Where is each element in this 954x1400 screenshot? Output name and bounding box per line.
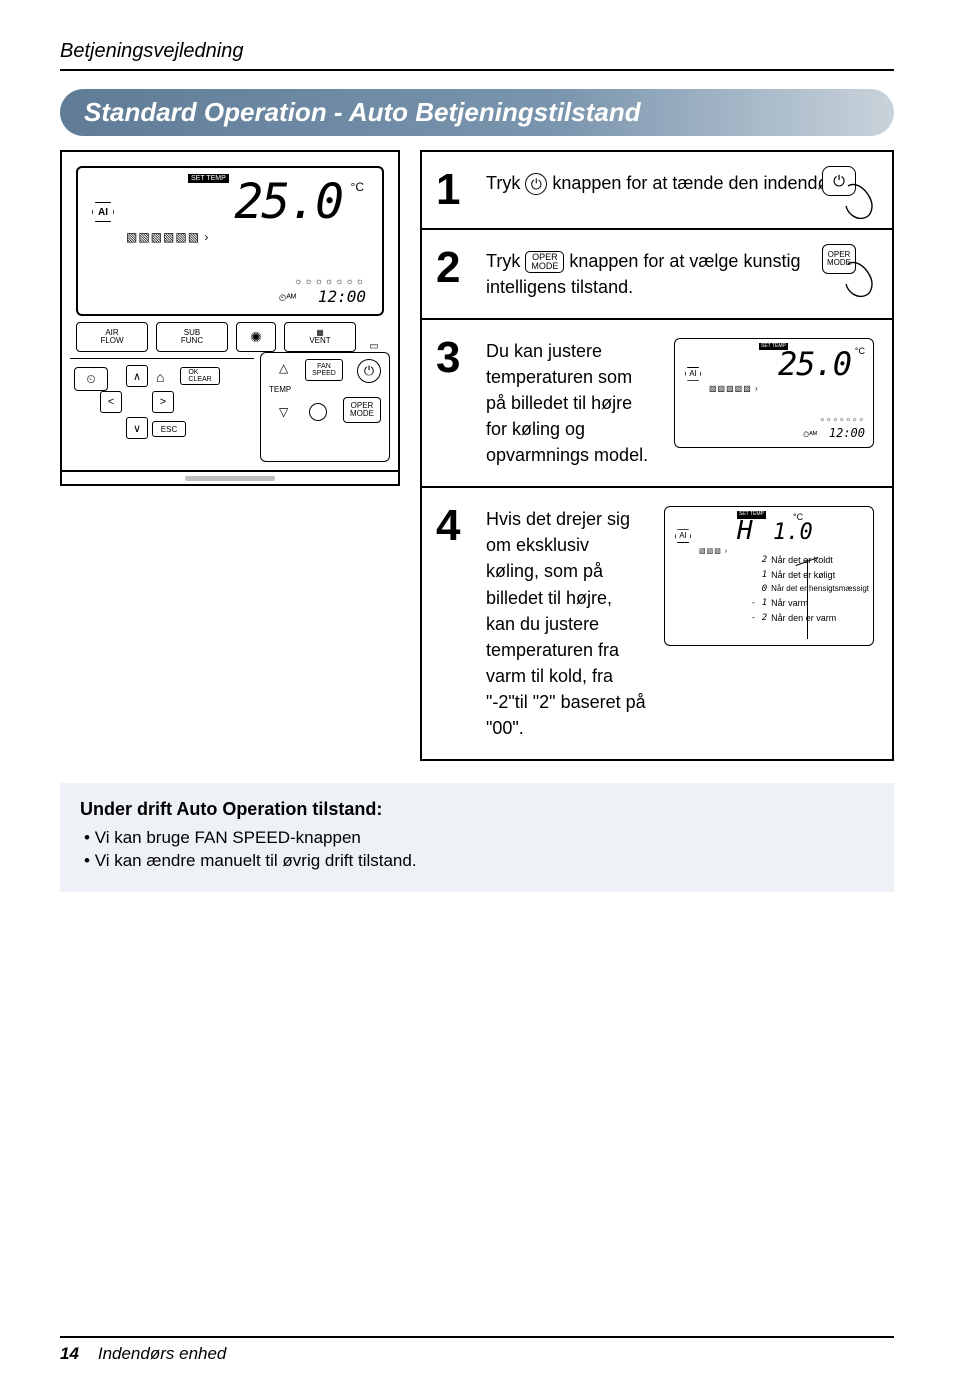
legend-sym: 1 bbox=[747, 568, 767, 582]
lcd-clocksym: ⏲ᴬᴹ bbox=[279, 293, 296, 304]
remote-lcd: SET TEMP AI 25.0 °C ▧▧▧▧▧▧ › ☼☼☼☼☼☼☼ ⏲ᴬᴹ… bbox=[76, 166, 384, 316]
left-button[interactable]: < bbox=[100, 391, 122, 413]
lcd-degc: °C bbox=[855, 345, 865, 358]
lcd-bars: ▧▧▧▧▧▧ › bbox=[126, 230, 209, 244]
power-button[interactable]: ⏻ bbox=[357, 359, 381, 383]
nav-area: ⏲ ∧ ⌂ OK CLEAR < > ∨ ESC bbox=[70, 358, 254, 454]
step-text: Tryk ⏻ knappen for at tænde den indendør… bbox=[486, 170, 874, 196]
ai-icon: AI bbox=[675, 529, 691, 543]
legend-text: Når det er køligt bbox=[771, 568, 835, 582]
footer-text: Indendørs enhed bbox=[98, 1344, 227, 1363]
step-4: 4 Hvis det drejer sig om eksklusiv kølin… bbox=[422, 488, 892, 759]
popout-panel: △ FAN SPEED ⏻ TEMP ▽ OPER MODE bbox=[260, 352, 390, 462]
lcd-clocksym: ⏲ᴬᴹ bbox=[803, 429, 817, 441]
step-number: 1 bbox=[436, 170, 472, 210]
lcd-temp: 25.0 bbox=[778, 341, 851, 387]
header-rule bbox=[60, 69, 894, 71]
step-2: 2 Tryk OPER MODE knappen for at vælge ku… bbox=[422, 230, 892, 320]
opermode-button[interactable]: OPER MODE bbox=[343, 397, 381, 423]
lcd-bars: ▧▧▧▧▧ › bbox=[709, 383, 759, 395]
temp-up-icon[interactable]: △ bbox=[279, 361, 288, 375]
step-1: 1 Tryk ⏻ knappen for at tænde den indend… bbox=[422, 152, 892, 230]
step-text: Du kan justere temperaturen som på bille… bbox=[486, 338, 656, 468]
subfunc-button[interactable]: SUB FUNC bbox=[156, 322, 228, 352]
ai-icon: AI bbox=[685, 367, 701, 381]
vent-button[interactable]: ▦ VENT bbox=[284, 322, 356, 352]
step-number: 4 bbox=[436, 506, 472, 546]
lcd-degc: °C bbox=[793, 511, 803, 524]
ok-clear-button[interactable]: OK CLEAR bbox=[180, 367, 220, 385]
lcd-clock: 12:00 bbox=[829, 425, 865, 442]
ai-icon: AI bbox=[92, 202, 114, 222]
page-header: Betjeningsvejledning bbox=[60, 40, 894, 63]
legend-text: Når varm bbox=[771, 596, 808, 610]
note-title: Under drift Auto Operation tilstand: bbox=[80, 799, 874, 820]
lcd-ticks: ☼☼☼☼☼☼☼ bbox=[294, 276, 366, 286]
temp-label: TEMP bbox=[269, 385, 291, 394]
note-item: Vi kan ændre manuelt til øvrig drift til… bbox=[84, 851, 874, 871]
step2-pre: Tryk bbox=[486, 251, 525, 271]
mini-lcd: SET TEMP AI 25.0 °C ▧▧▧▧▧ › ☼☼☼☼☼☼☼ ⏲ᴬᴹ … bbox=[674, 338, 874, 448]
lcd-hi: H bbox=[737, 513, 753, 551]
step-text: Hvis det drejer sig om eksklusiv køling,… bbox=[486, 506, 646, 741]
legend-text: Når det er hensigtsmæssigt bbox=[771, 583, 869, 596]
lcd-degc: °C bbox=[351, 180, 364, 194]
up-button[interactable]: ∧ bbox=[126, 365, 148, 387]
temp-down-icon[interactable]: ▽ bbox=[279, 405, 288, 419]
step-text: Tryk OPER MODE knappen for at vælge kuns… bbox=[486, 248, 874, 300]
timer-button[interactable]: ⏲ bbox=[74, 367, 108, 391]
lcd-clock: 12:00 bbox=[318, 287, 366, 306]
settemp-label: SET TEMP bbox=[188, 174, 229, 183]
page-footer: 14 Indendørs enhed bbox=[60, 1336, 894, 1364]
right-button[interactable]: > bbox=[152, 391, 174, 413]
lcd-ticks: ☼☼☼☼☼☼☼ bbox=[820, 416, 866, 425]
airflow-button[interactable]: AIR FLOW bbox=[76, 322, 148, 352]
step1-pre: Tryk bbox=[486, 173, 525, 193]
remote-illustration: SET TEMP AI 25.0 °C ▧▧▧▧▧▧ › ☼☼☼☼☼☼☼ ⏲ᴬᴹ… bbox=[60, 150, 420, 486]
lcd-temp: 25.0 bbox=[234, 174, 342, 230]
legend-sym: 0 bbox=[747, 582, 767, 596]
legend-sym: - 2 bbox=[747, 611, 767, 625]
hand-press-icon: ⏻ bbox=[822, 166, 878, 222]
step-3: 3 Du kan justere temperaturen som på bil… bbox=[422, 320, 892, 488]
ir-icon: ▭ bbox=[369, 341, 378, 352]
note-box: Under drift Auto Operation tilstand: Vi … bbox=[60, 783, 894, 892]
down-button[interactable]: ∨ bbox=[126, 417, 148, 439]
section-pill: Standard Operation - Auto Betjeningstils… bbox=[60, 89, 894, 136]
step-number: 2 bbox=[436, 248, 472, 288]
power-key-icon: ⏻ bbox=[525, 173, 547, 195]
legend: 2 Når det er koldt 1 Når det er køligt 0 Nå… bbox=[747, 553, 869, 625]
hand-press-icon: OPER MODE bbox=[822, 244, 878, 300]
section-title: Standard Operation - Auto Betjeningstils… bbox=[84, 97, 641, 127]
step1-post: knappen for at tænde den indendørs. bbox=[547, 173, 848, 193]
home-icon[interactable]: ⌂ bbox=[156, 369, 164, 385]
steps-panel: 1 Tryk ⏻ knappen for at tænde den indend… bbox=[420, 150, 894, 761]
lcd-bars: ▧▧▧ › bbox=[699, 547, 728, 557]
circle-button[interactable] bbox=[309, 403, 327, 421]
opermode-key-icon: OPER MODE bbox=[525, 251, 564, 273]
esc-button[interactable]: ESC bbox=[152, 421, 186, 437]
legend-sym: - 1 bbox=[747, 596, 767, 610]
legend-text: Når den er varm bbox=[771, 611, 836, 625]
legend-sym: 2 bbox=[747, 553, 767, 567]
step-number: 3 bbox=[436, 338, 472, 378]
fanspeed-button[interactable]: FAN SPEED bbox=[305, 359, 343, 381]
mini-lcd: SET TEMP AI H 1.0 °C ▧▧▧ › 2Når det er k… bbox=[664, 506, 874, 646]
remote-foot bbox=[60, 472, 400, 486]
note-item: Vi kan bruge FAN SPEED-knappen bbox=[84, 828, 874, 848]
page-number: 14 bbox=[60, 1344, 79, 1363]
fan-icon-button[interactable]: ✺ bbox=[236, 322, 276, 352]
legend-text: Når det er koldt bbox=[771, 553, 833, 567]
